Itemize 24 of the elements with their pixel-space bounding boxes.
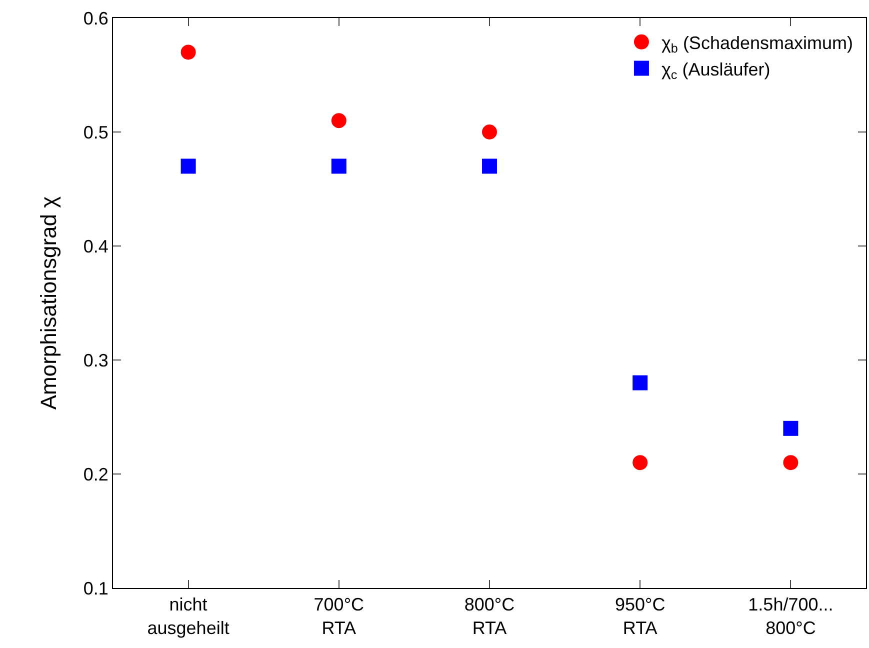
legend-label: χ$_{b}$ (Schadensmaximum) xyxy=(661,32,853,56)
y-tick-label: 0.1 xyxy=(83,578,108,598)
x-tick-label: 700°C RTA xyxy=(314,594,364,638)
y-axis-title: Amorphisationsgrad χ xyxy=(36,196,62,410)
y-tick-label: 0.3 xyxy=(83,350,108,370)
y-tick-label: 0.2 xyxy=(83,464,108,484)
legend-label: χ$_{c}$ (Ausläufer) xyxy=(661,59,770,82)
point xyxy=(482,158,497,174)
point xyxy=(331,158,346,174)
point xyxy=(180,44,196,60)
point xyxy=(482,124,497,140)
point xyxy=(632,375,648,390)
y-tick-label: 0.4 xyxy=(83,236,108,256)
point xyxy=(632,455,648,470)
x-tick-label: 800°C RTA xyxy=(464,594,515,638)
x-tick-label: nicht ausgeheilt xyxy=(147,594,230,638)
y-tick-label: 0.6 xyxy=(83,8,108,28)
x-tick-label: 1.5h/700... 800°C xyxy=(748,594,834,638)
point xyxy=(783,420,798,436)
x-tick-label: 950°C RTA xyxy=(614,594,666,638)
y-tick-label: 0.5 xyxy=(83,122,108,142)
point xyxy=(180,158,196,174)
point xyxy=(783,455,798,470)
point xyxy=(331,113,346,128)
